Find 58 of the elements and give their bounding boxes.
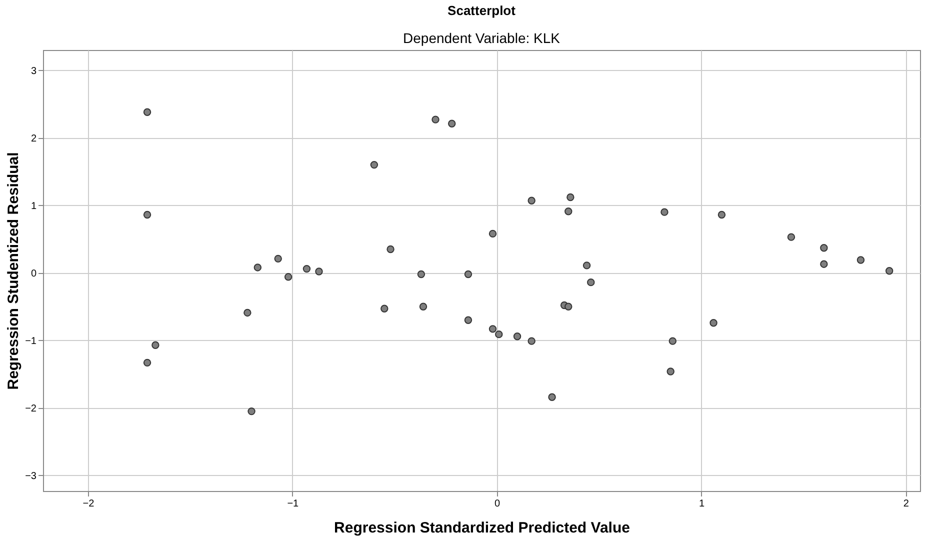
- point: [370, 160, 378, 169]
- point: [668, 337, 676, 345]
- x-axis-title: Regression Standardized Predicted Value: [334, 520, 630, 536]
- point: [143, 108, 152, 116]
- point: [284, 273, 292, 281]
- point: [274, 254, 282, 263]
- point: [244, 308, 252, 317]
- point: [885, 266, 894, 275]
- point: [666, 368, 674, 376]
- point: [143, 210, 152, 219]
- point: [528, 196, 536, 204]
- y-tick-label: 2: [30, 133, 37, 144]
- point: [488, 325, 497, 333]
- point: [513, 332, 522, 340]
- point: [495, 330, 503, 338]
- chart-subtitle: Dependent Variable: KLK: [403, 30, 561, 46]
- point: [820, 260, 828, 268]
- y-tick-label: −2: [25, 403, 37, 414]
- x-tick-label: 2: [903, 498, 910, 510]
- point: [464, 316, 472, 324]
- point: [528, 337, 536, 345]
- point: [432, 116, 440, 124]
- y-tick-label: −3: [25, 470, 37, 482]
- point: [417, 270, 426, 278]
- point: [566, 193, 574, 202]
- point: [464, 270, 472, 278]
- point: [315, 268, 323, 276]
- point: [488, 230, 497, 238]
- point: [718, 210, 726, 219]
- point: [787, 233, 796, 241]
- y-axis-title: Regression Studentized Residual: [5, 152, 22, 390]
- y-tick-label: 0: [30, 268, 37, 280]
- point: [254, 264, 262, 272]
- point: [587, 278, 595, 286]
- point: [856, 256, 865, 264]
- point: [152, 341, 160, 349]
- point: [710, 318, 718, 327]
- point: [564, 302, 572, 310]
- x-tick-label: 1: [698, 498, 705, 510]
- point: [380, 304, 388, 313]
- point: [548, 393, 556, 401]
- point: [660, 208, 668, 216]
- x-tick-label: −2: [82, 498, 95, 510]
- point: [419, 302, 428, 310]
- y-tick-label: 3: [30, 66, 37, 77]
- x-tick-label: −1: [287, 498, 300, 510]
- x-tick-label: 0: [494, 498, 501, 510]
- chart-title: Scatterplot: [448, 3, 516, 18]
- point: [386, 245, 394, 254]
- point: [582, 262, 591, 270]
- point: [448, 120, 456, 128]
- y-tick-label: −1: [25, 336, 37, 347]
- point: [248, 407, 256, 416]
- point: [143, 358, 152, 367]
- point: [820, 244, 828, 252]
- y-tick-label: 1: [30, 200, 37, 212]
- point: [302, 264, 311, 273]
- point: [564, 208, 572, 216]
